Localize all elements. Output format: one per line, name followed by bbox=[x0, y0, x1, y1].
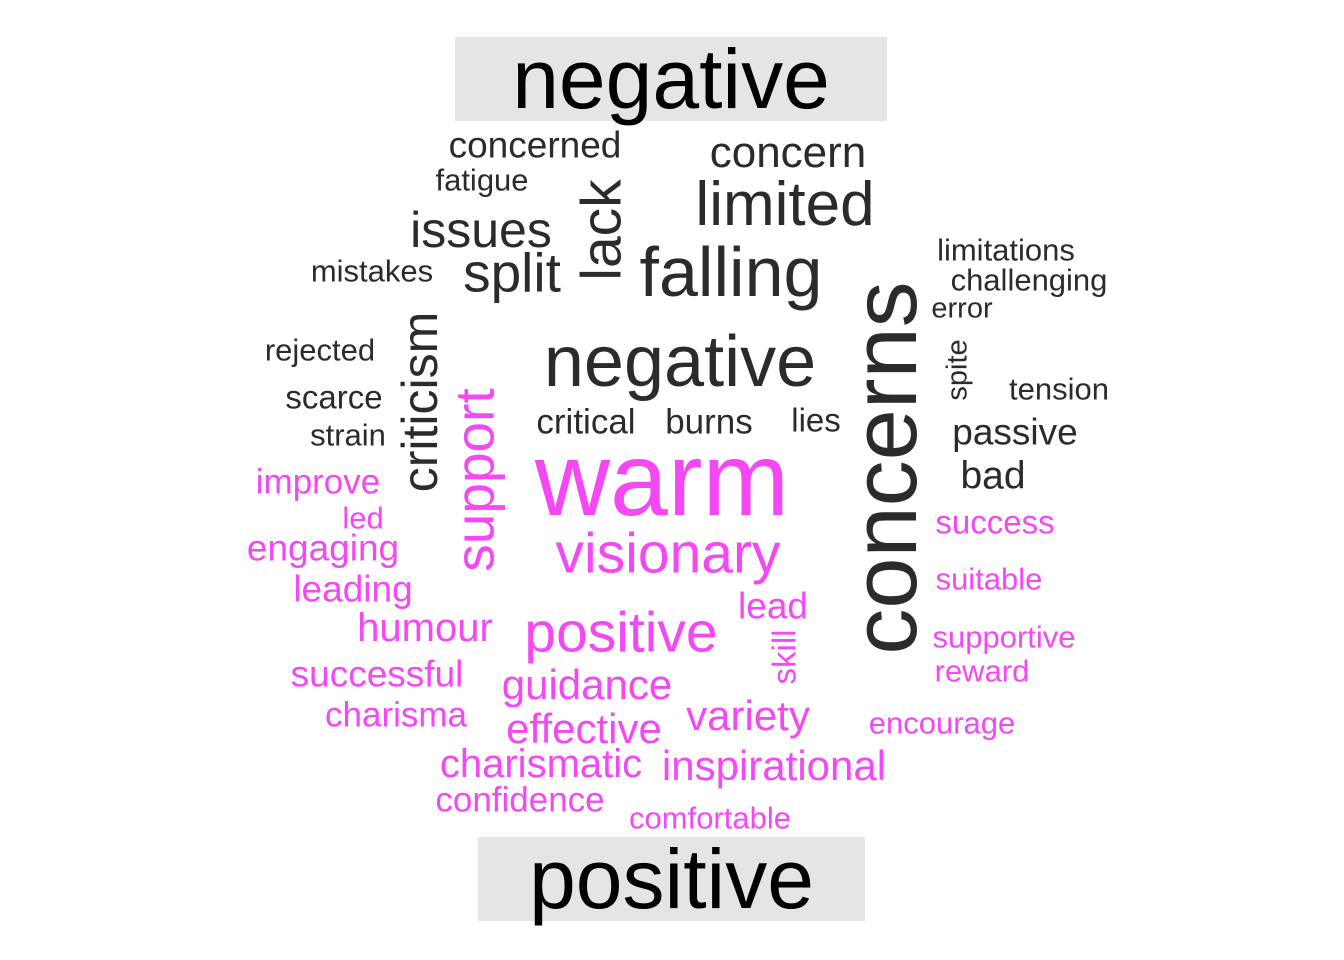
word-leading: leading bbox=[293, 568, 413, 610]
word-confidence: confidence bbox=[435, 780, 605, 820]
word-bad: bad bbox=[960, 454, 1026, 498]
word-split: split bbox=[463, 241, 561, 304]
word-led: led bbox=[342, 500, 384, 536]
word-lead: lead bbox=[738, 585, 808, 627]
word-falling: falling bbox=[639, 233, 823, 311]
word-support: support bbox=[443, 388, 506, 572]
positive-group-label: positive bbox=[478, 837, 865, 921]
word-positive: positive bbox=[524, 600, 718, 665]
word-issues: issues bbox=[410, 202, 552, 258]
word-rejected: rejected bbox=[264, 332, 376, 368]
word-guidance: guidance bbox=[501, 661, 673, 708]
word-suitable: suitable bbox=[935, 561, 1043, 597]
word-burns: burns bbox=[665, 402, 753, 442]
word-inspirational: inspirational bbox=[661, 742, 887, 789]
word-error: error bbox=[931, 292, 993, 325]
word-limitations: limitations bbox=[937, 232, 1075, 268]
word-lies: lies bbox=[791, 401, 841, 439]
word-spite: spite bbox=[941, 339, 974, 401]
word-warm: warm bbox=[534, 422, 790, 538]
word-comfortable: comfortable bbox=[629, 800, 791, 836]
word-tension: tension bbox=[1009, 371, 1109, 407]
word-concerns: concerns bbox=[834, 281, 936, 655]
word-critical: critical bbox=[536, 402, 636, 442]
word-reward: reward bbox=[934, 653, 1030, 689]
word-negative: negative bbox=[543, 322, 817, 402]
word-effective: effective bbox=[506, 705, 662, 752]
word-humour: humour bbox=[357, 606, 493, 650]
word-limited: limited bbox=[695, 170, 875, 239]
word-scarce: scarce bbox=[285, 378, 383, 416]
word-successful: successful bbox=[290, 653, 464, 695]
word-engaging: engaging bbox=[246, 527, 400, 569]
word-improve: improve bbox=[255, 462, 381, 502]
word-fatigue: fatigue bbox=[435, 162, 529, 198]
word-mistakes: mistakes bbox=[310, 253, 434, 289]
positive-group-label-text: positive bbox=[529, 832, 814, 926]
word-passive: passive bbox=[952, 411, 1078, 453]
word-challenging: challenging bbox=[950, 262, 1108, 298]
word-criticism: criticism bbox=[392, 311, 448, 493]
word-strain: strain bbox=[310, 417, 386, 453]
negative-group-label-text: negative bbox=[512, 32, 830, 126]
word-charismatic: charismatic bbox=[439, 742, 643, 786]
word-concern: concern bbox=[709, 128, 867, 177]
word-concerned: concerned bbox=[448, 124, 622, 166]
word-supportive: supportive bbox=[932, 619, 1076, 655]
word-success: success bbox=[935, 503, 1055, 541]
word-lack: lack bbox=[569, 179, 634, 281]
negative-group-label: negative bbox=[455, 37, 887, 121]
word-encourage: encourage bbox=[868, 705, 1016, 741]
word-charisma: charisma bbox=[325, 695, 467, 735]
word-variety: variety bbox=[686, 692, 810, 739]
word-visionary: visionary bbox=[555, 521, 781, 586]
word-skill: skill bbox=[765, 629, 803, 685]
